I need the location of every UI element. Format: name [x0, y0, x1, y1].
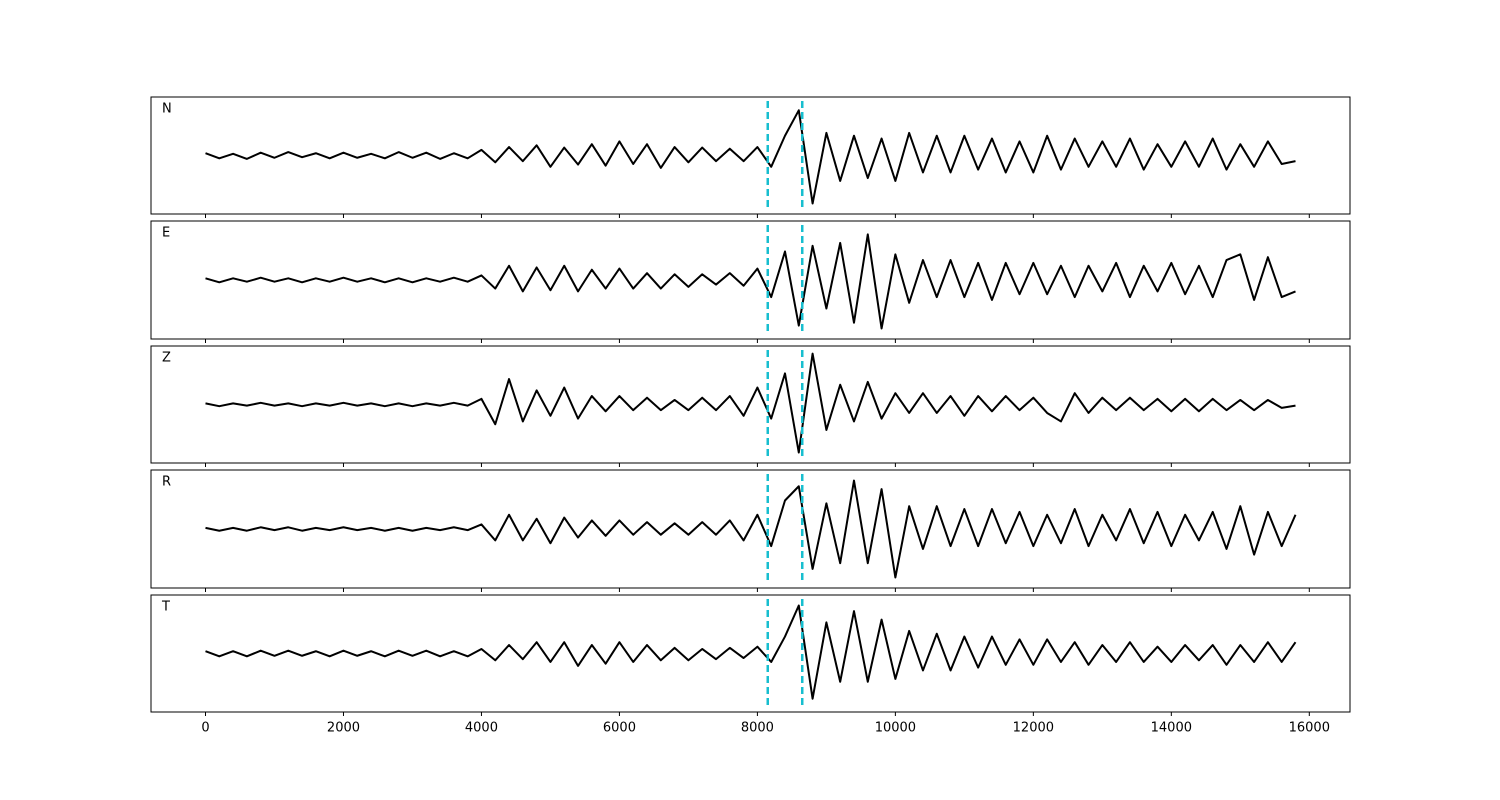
- x-tick-label: 14000: [1151, 721, 1192, 736]
- panel-frame: [150, 220, 1351, 340]
- x-tick-label: 10000: [875, 721, 916, 736]
- x-tick-label: 8000: [741, 721, 774, 736]
- x-tick-label: 4000: [465, 721, 498, 736]
- trace: [205, 233, 1296, 330]
- trace: [205, 479, 1297, 579]
- panel-label: N: [162, 102, 172, 117]
- panel-label: Z: [162, 351, 171, 366]
- trace: [205, 109, 1296, 205]
- panel-label: E: [162, 226, 170, 241]
- x-tick-label: 2000: [327, 721, 360, 736]
- panel-label: T: [161, 600, 170, 615]
- panel-label: R: [162, 475, 171, 490]
- trace: [205, 604, 1297, 700]
- x-tick-label: 0: [201, 721, 209, 736]
- x-tick-label: 16000: [1289, 721, 1330, 736]
- trace: [205, 352, 1296, 454]
- x-tick-label: 6000: [603, 721, 636, 736]
- x-tick-label: 12000: [1013, 721, 1054, 736]
